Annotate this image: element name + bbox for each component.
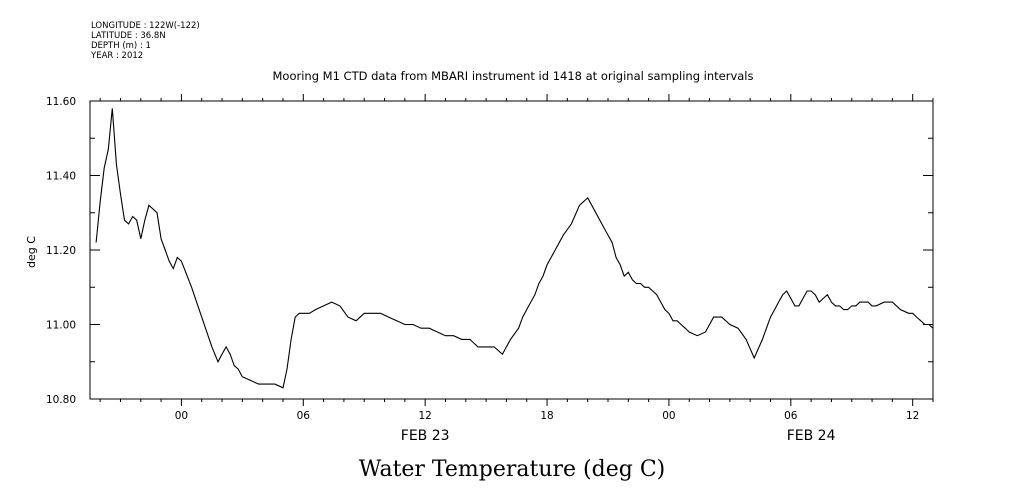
x-tick-label: 06 (784, 410, 798, 422)
latitude-label: LATITUDE : 36.8N (91, 31, 166, 41)
date-label: FEB 23 (401, 428, 450, 444)
depth-label: DEPTH (m) : 1 (91, 41, 151, 51)
x-tick-label: 12 (418, 410, 431, 422)
y-tick-label: 11.60 (46, 96, 76, 108)
axes: 10.80 11.00 11.20 11.40 11.60 00 06 12 18 00 06 12 F… (46, 94, 934, 444)
temperature-series-line (95, 108, 934, 389)
x-tick-label: 06 (297, 410, 311, 422)
y-axis-label: deg C (25, 236, 38, 268)
x-tick-label: 12 (906, 410, 919, 422)
x-tick-label: 00 (662, 410, 675, 422)
metadata-block: LONGITUDE : 122W(-122) LATITUDE : 36.8N … (91, 21, 200, 61)
y-tick-label: 11.00 (46, 320, 76, 332)
x-tick-label: 00 (175, 410, 188, 422)
year-label: YEAR : 2012 (91, 51, 144, 61)
y-tick-label: 11.20 (46, 245, 76, 257)
date-label: FEB 24 (787, 428, 836, 444)
chart-title: Mooring M1 CTD data from MBARI instrumen… (273, 69, 754, 83)
y-tick-label: 10.80 (46, 394, 76, 406)
x-tick-label: 18 (540, 410, 553, 422)
plot-frame (89, 100, 934, 400)
x-axis-label: Water Temperature (deg C) (359, 457, 666, 482)
y-tick-label: 11.40 (46, 171, 76, 183)
longitude-label: LONGITUDE : 122W(-122) (91, 21, 200, 31)
